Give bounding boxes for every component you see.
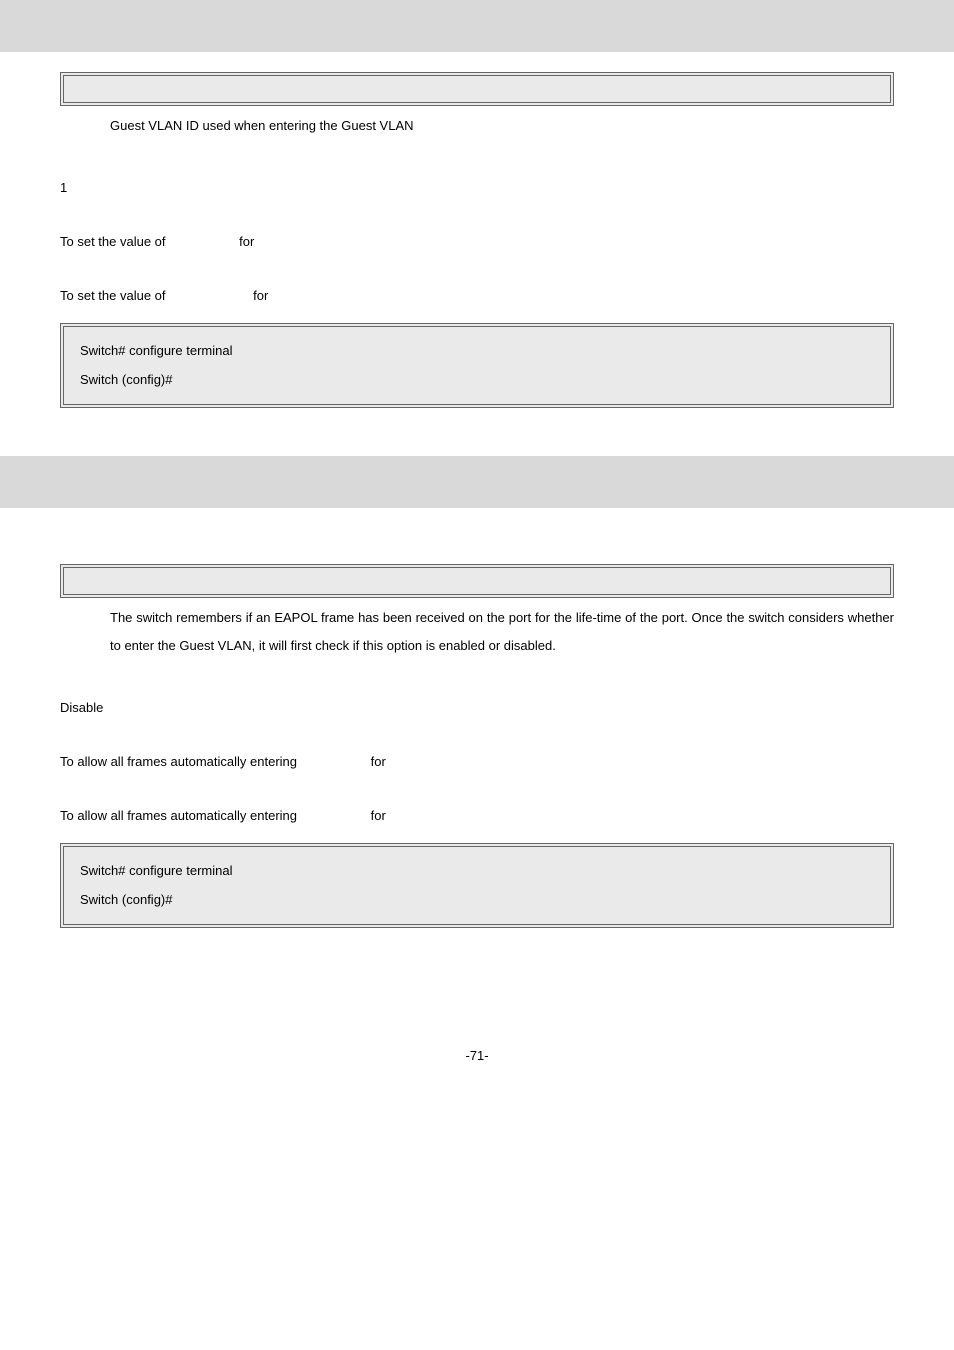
example-box-2: Switch# configure terminal Switch (confi… [60, 843, 894, 928]
page-number: -71- [0, 1048, 954, 1081]
default-value-2: Disable [60, 695, 934, 721]
example-2-line2: Switch (config)# [80, 886, 874, 915]
desc-2: The switch remembers if an EAPOL frame h… [110, 604, 894, 659]
usage-1b-right: for [253, 288, 268, 303]
example-1-line2: Switch (config)# [80, 366, 874, 395]
usage-2b: To allow all frames automatically enteri… [60, 803, 934, 829]
usage-2b-right: for [371, 808, 386, 823]
usage-1b-left: To set the value of [60, 288, 166, 303]
default-value-1: 1 [60, 175, 934, 201]
usage-2a-right: for [371, 754, 386, 769]
example-box-1: Switch# configure terminal Switch (confi… [60, 323, 894, 408]
example-1-line1: Switch# configure terminal [80, 337, 874, 366]
usage-2a: To allow all frames automatically enteri… [60, 749, 934, 775]
section-header-2 [0, 456, 954, 508]
usage-1a-left: To set the value of [60, 234, 166, 249]
section-header-1 [0, 0, 954, 52]
usage-2a-left: To allow all frames automatically enteri… [60, 754, 297, 769]
desc-1: Guest VLAN ID used when entering the Gue… [110, 112, 894, 139]
syntax-box-2 [60, 564, 894, 598]
usage-1b: To set the value of for [60, 283, 934, 309]
syntax-box-1 [60, 72, 894, 106]
usage-2b-left: To allow all frames automatically enteri… [60, 808, 297, 823]
usage-1a-right: for [239, 234, 254, 249]
usage-1a: To set the value of for [60, 229, 934, 255]
example-2-line1: Switch# configure terminal [80, 857, 874, 886]
